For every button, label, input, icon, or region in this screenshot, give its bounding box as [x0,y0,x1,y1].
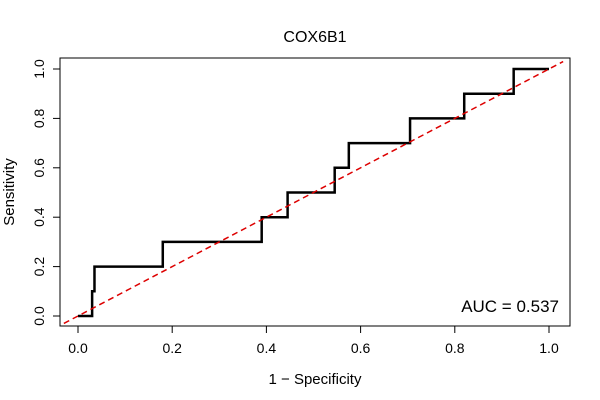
series-layer [63,60,564,325]
x-tick-label: 0.4 [257,340,277,356]
x-tick-label: 0.8 [445,340,465,356]
y-tick-label: 1.0 [31,59,47,79]
y-tick-label: 0.8 [31,108,47,128]
y-tick-label: 0.6 [31,158,47,178]
reference-diagonal-line [63,60,564,325]
auc-annotation: AUC = 0.537 [461,297,559,316]
x-tick-label: 0.6 [351,340,371,356]
x-tick-label: 0.0 [68,340,88,356]
y-axis: 0.0 0.2 0.4 0.6 0.8 1.0 [31,59,61,326]
x-axis: 0.0 0.2 0.4 0.6 0.8 1.0 [68,325,559,356]
x-axis-label: 1 − Specificity [269,371,362,388]
y-tick-label: 0.0 [31,306,47,326]
roc-curve-line [78,67,549,318]
y-axis-label: Sensitivity [1,158,18,226]
chart-title: COX6B1 [283,29,346,46]
x-tick-label: 1.0 [539,340,559,356]
y-tick-label: 0.2 [31,257,47,277]
y-tick-label: 0.4 [31,207,47,227]
x-tick-label: 0.2 [162,340,182,356]
